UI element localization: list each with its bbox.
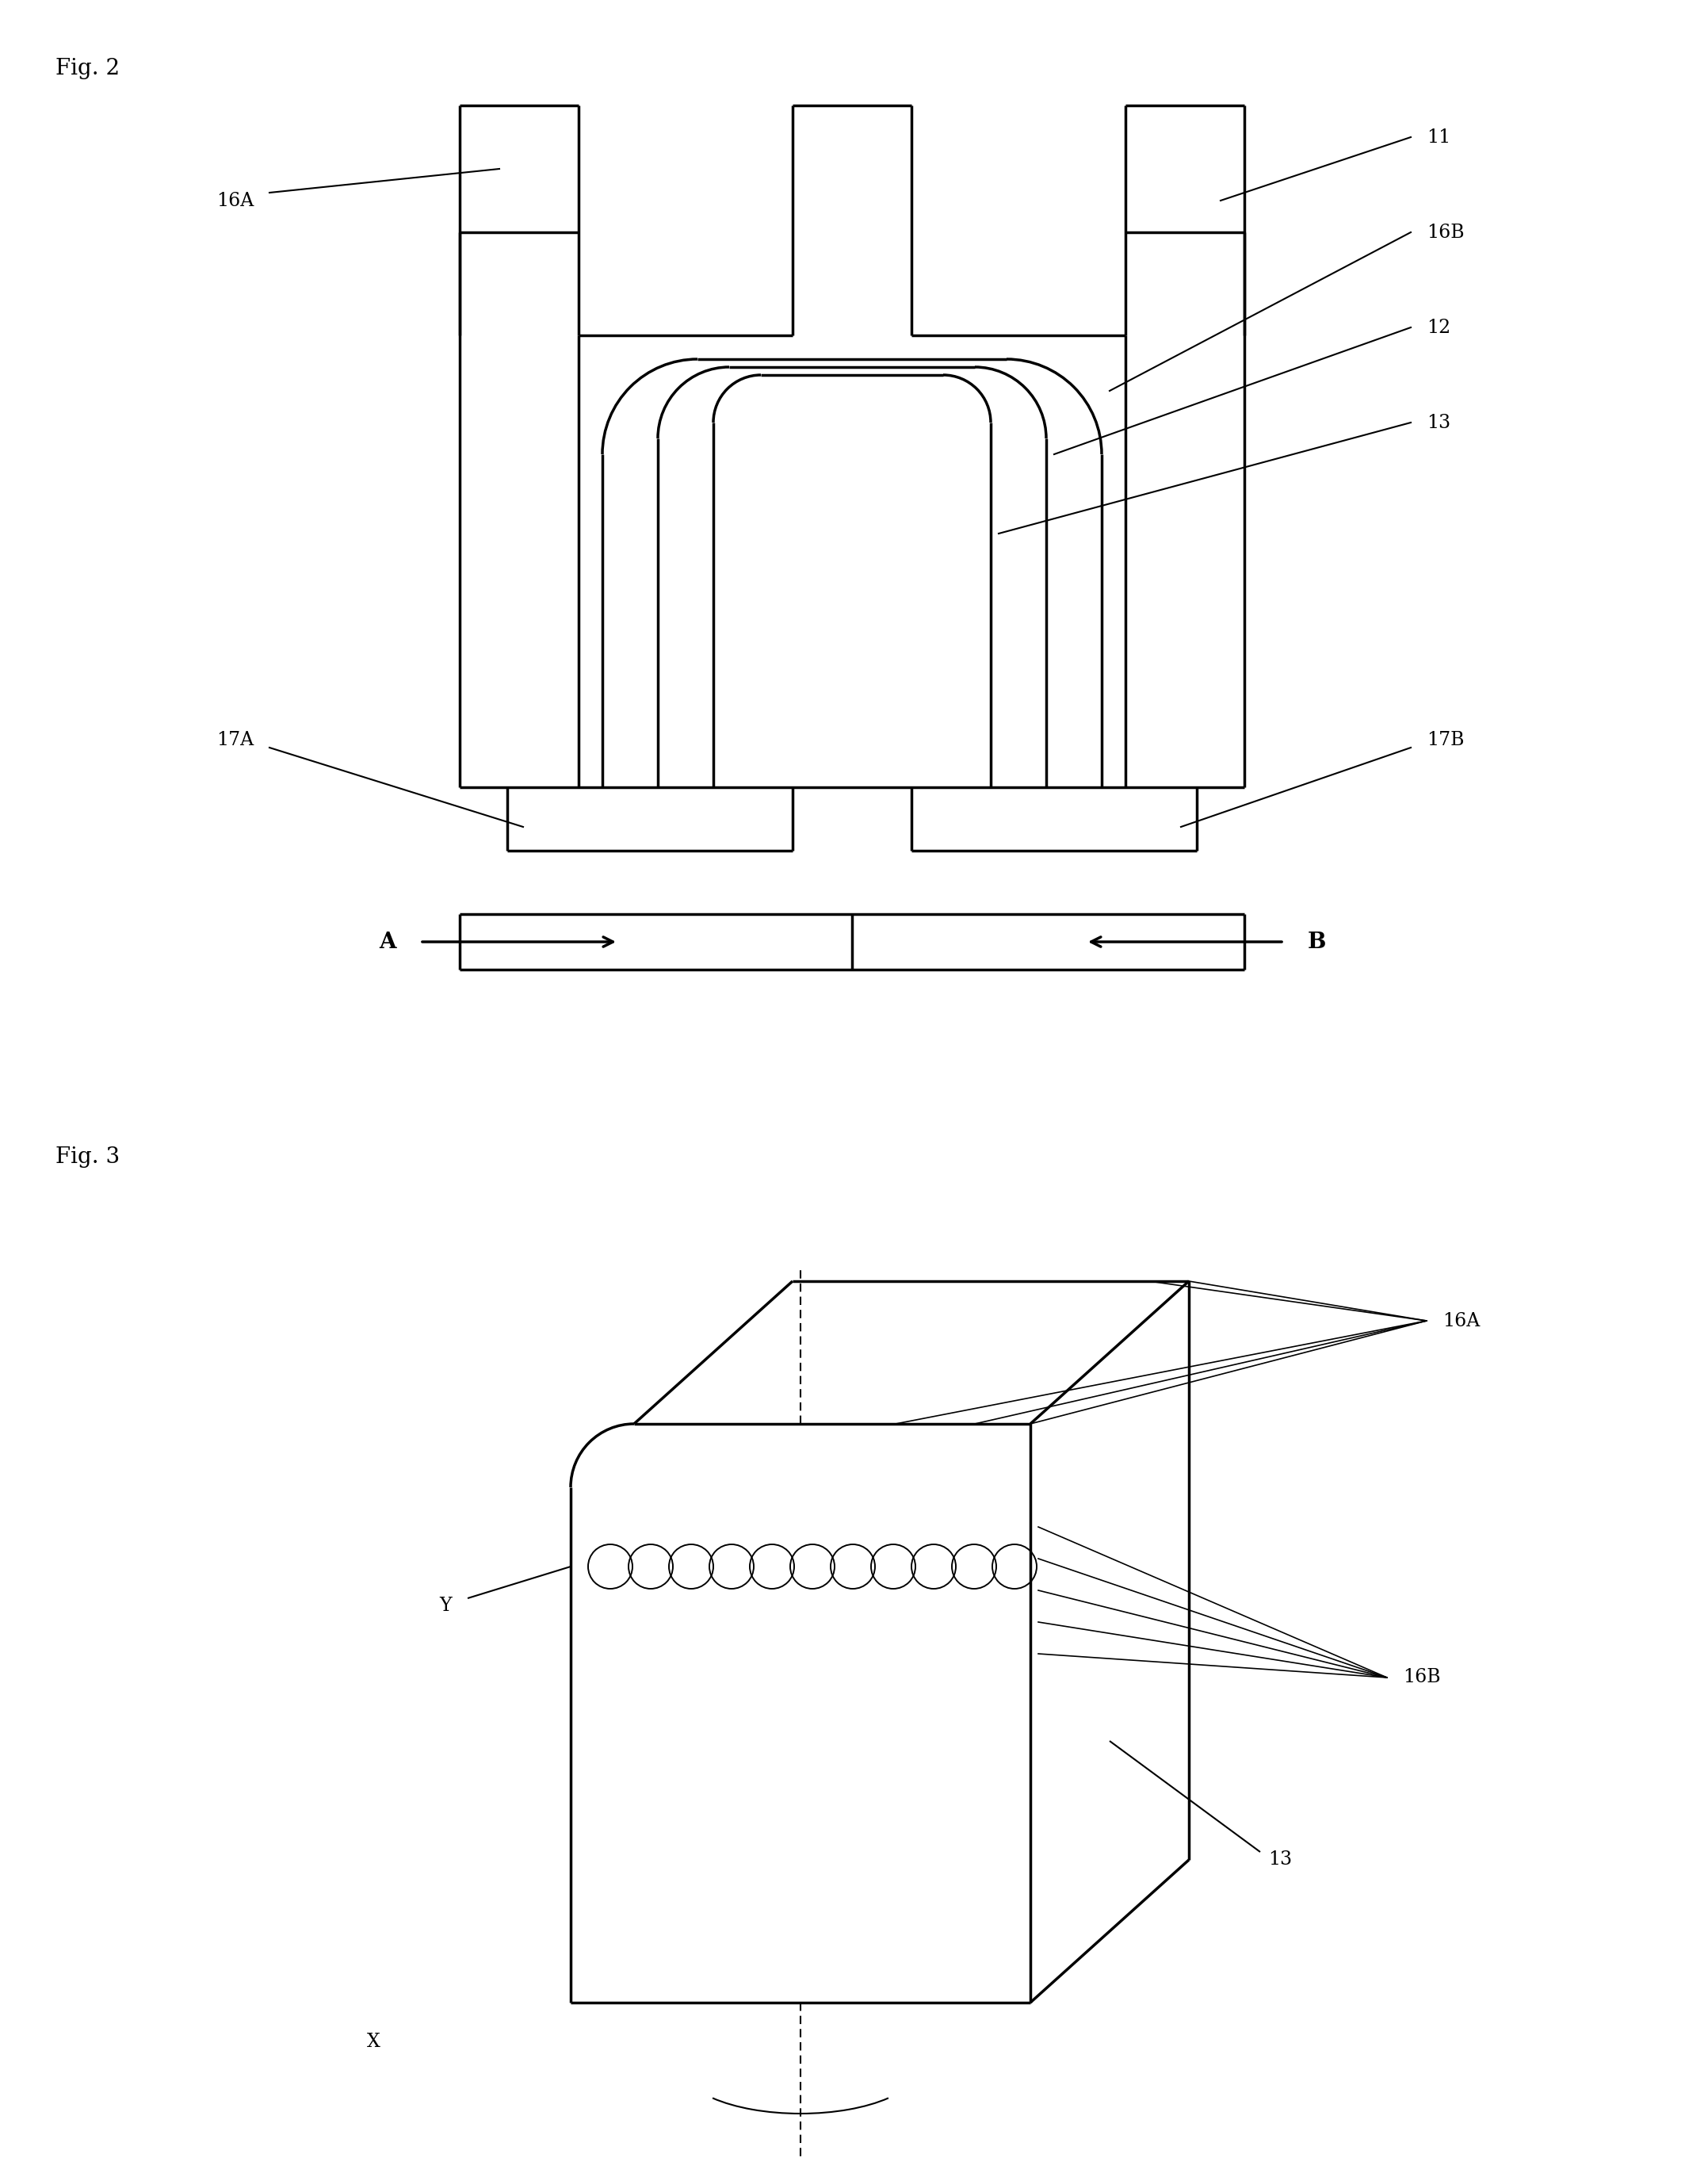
Text: 16B: 16B: [1402, 1668, 1440, 1687]
Text: B: B: [1308, 932, 1327, 954]
Text: 16B: 16B: [1426, 224, 1464, 242]
Text: 16A: 16A: [1443, 1313, 1479, 1330]
Text: Y: Y: [439, 1598, 453, 1615]
Text: 11: 11: [1426, 128, 1450, 146]
Text: 12: 12: [1426, 318, 1450, 337]
Text: 17B: 17B: [1426, 731, 1464, 749]
Text: Fig. 3: Fig. 3: [55, 1147, 120, 1167]
Text: 13: 13: [1426, 414, 1450, 431]
Text: Fig. 2: Fig. 2: [55, 59, 120, 78]
Text: 17A: 17A: [217, 731, 253, 749]
Text: A: A: [379, 932, 396, 954]
Text: X: X: [367, 2033, 381, 2051]
Text: 13: 13: [1267, 1850, 1291, 1870]
Text: 16A: 16A: [217, 192, 253, 209]
